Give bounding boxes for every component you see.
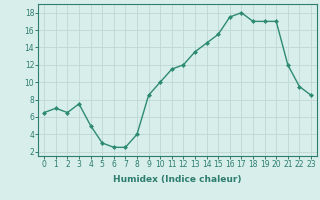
X-axis label: Humidex (Indice chaleur): Humidex (Indice chaleur) bbox=[113, 175, 242, 184]
